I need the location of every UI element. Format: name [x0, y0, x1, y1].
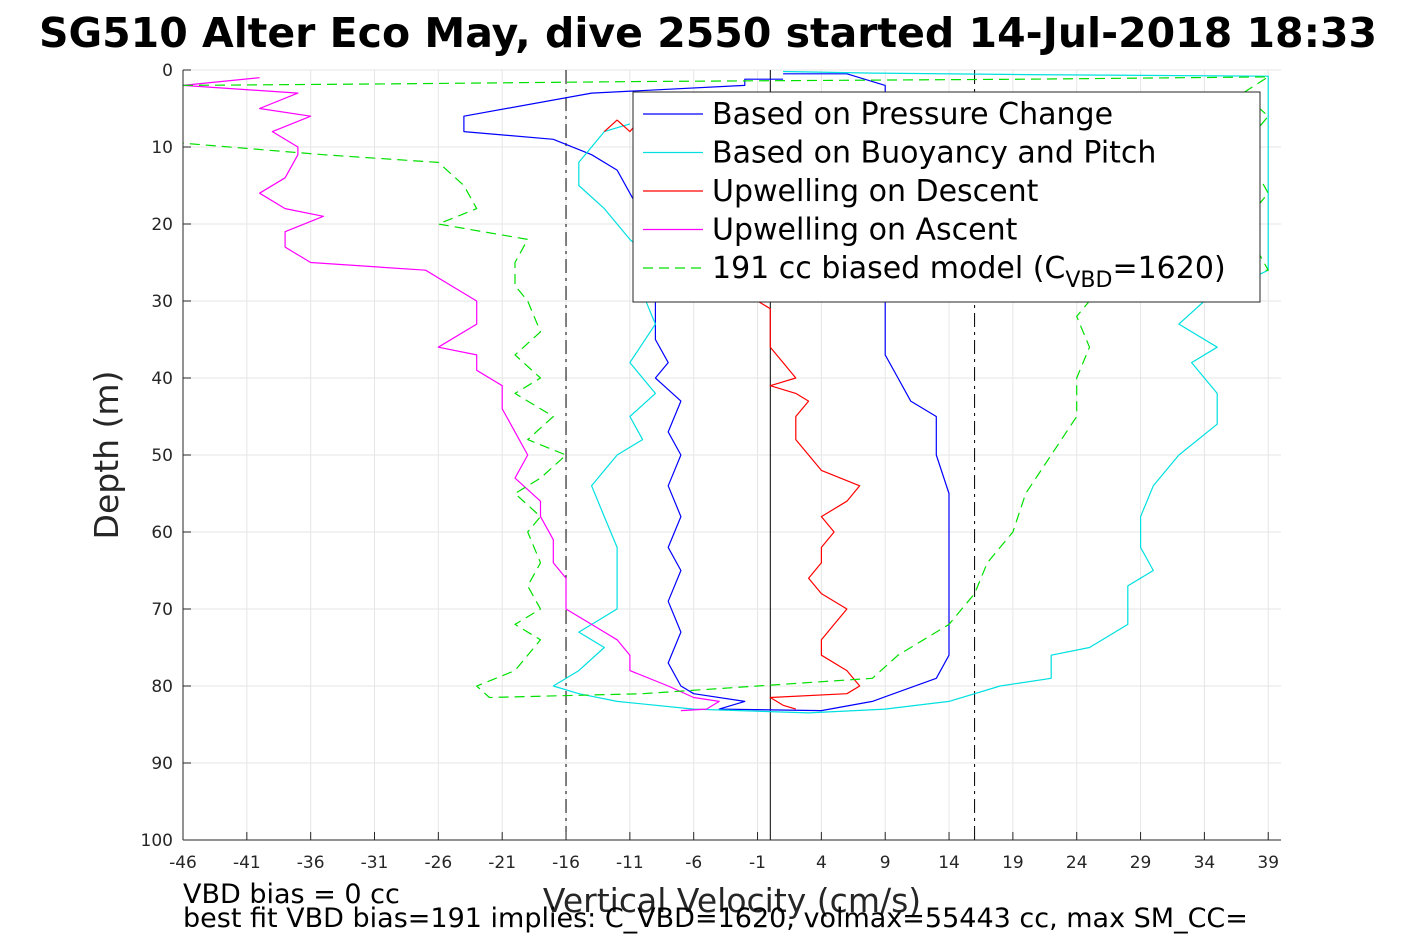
axes: -46 -41 -36 -31 -26 -21 -16 -11 -6 -1 4 9 14 19 24 29 34… [141, 61, 1281, 873]
y-tick-label: 100 [141, 831, 173, 851]
y-tick-label: 10 [151, 138, 173, 158]
x-tick-label: -1 [749, 853, 766, 873]
y-tick-label: 50 [151, 446, 173, 466]
footnote-line-2: best fit VBD bias=191 implies: C_VBD=162… [183, 903, 1248, 934]
series-line-4 [182, 77, 720, 712]
x-tick-label: 4 [816, 853, 827, 873]
x-tick-label: -41 [233, 853, 261, 873]
series-line-1 [463, 73, 950, 712]
y-axis-label: Depth (m) [87, 371, 126, 540]
x-tick-label: 19 [1002, 853, 1024, 873]
x-tick-label: -16 [552, 853, 580, 873]
x-tick-label: 9 [880, 853, 891, 873]
y-tick-label: 70 [151, 600, 173, 620]
x-tick-label: -46 [169, 853, 197, 873]
x-tick-label: -26 [424, 853, 452, 873]
series-line-2 [552, 70, 1269, 714]
chart-title: SG510 Alter Eco May, dive 2550 started 1… [39, 9, 1377, 57]
legend: Based on Pressure Change Based on Buoyanc… [632, 91, 1261, 303]
y-tick-label: 40 [151, 369, 173, 389]
legend-label-1: Based on Pressure Change [712, 97, 1113, 132]
x-tick-label: 39 [1257, 853, 1279, 873]
x-axis-label: Vertical Velocity (cm/s) [543, 881, 921, 920]
y-tick-label: 0 [162, 61, 173, 81]
x-tick-label: 24 [1066, 853, 1088, 873]
x-tick-label: -11 [616, 853, 644, 873]
x-tick-label: -31 [361, 853, 389, 873]
series-line-3 [603, 115, 861, 710]
legend-label-2: Based on Buoyancy and Pitch [712, 136, 1156, 171]
x-tick-label: 14 [938, 853, 960, 873]
y-tick-label: 20 [151, 215, 173, 235]
y-tick-label: 90 [151, 754, 173, 774]
y-tick-label: 30 [151, 292, 173, 312]
x-tick-label: -36 [297, 853, 325, 873]
x-tick-label: -21 [488, 853, 516, 873]
legend-label-4: Upwelling on Ascent [712, 213, 1018, 248]
x-tick-label: 29 [1130, 853, 1152, 873]
legend-box [632, 91, 1261, 303]
y-tick-label: 60 [151, 523, 173, 543]
y-tick-label: 80 [151, 677, 173, 697]
footnote-line-1: VBD bias = 0 cc [183, 879, 400, 910]
x-tick-label: -6 [685, 853, 702, 873]
x-tick-label: 34 [1194, 853, 1216, 873]
legend-label-3: Upwelling on Descent [712, 174, 1039, 209]
